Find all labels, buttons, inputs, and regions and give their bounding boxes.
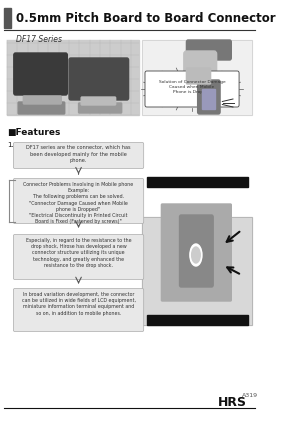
Text: 1.: 1. [7,142,14,148]
Text: ■Features: ■Features [7,128,60,137]
Text: 0.5mm Pitch Board to Board Connector: 0.5mm Pitch Board to Board Connector [16,12,275,25]
Text: Especially, in regard to the resistance to the
drop shock, Hirose has developed : Especially, in regard to the resistance … [26,238,131,268]
Bar [142,40,252,115]
FancyBboxPatch shape [184,51,217,75]
Text: Solution of Connector Damage
Caused when Mobile
Phone is Dropped: Solution of Connector Damage Caused when… [159,80,225,94]
FancyBboxPatch shape [14,178,144,224]
FancyBboxPatch shape [186,40,231,60]
FancyBboxPatch shape [14,289,144,332]
FancyBboxPatch shape [193,68,199,84]
Bar [142,217,252,325]
FancyBboxPatch shape [18,102,65,114]
FancyBboxPatch shape [14,53,67,95]
Bar [142,40,252,115]
Bar [202,89,215,109]
Bar [7,40,139,115]
Text: DF17 Series: DF17 Series [16,35,62,44]
Text: DF17 series are the connector, which has
been developed mainly for the mobile
ph: DF17 series are the connector, which has… [26,145,131,163]
FancyBboxPatch shape [205,68,211,84]
FancyBboxPatch shape [198,80,220,114]
FancyBboxPatch shape [179,215,213,287]
FancyBboxPatch shape [79,103,122,113]
FancyBboxPatch shape [161,204,231,301]
FancyBboxPatch shape [186,68,193,84]
FancyBboxPatch shape [69,58,129,100]
Ellipse shape [192,247,200,263]
FancyBboxPatch shape [14,142,144,168]
Text: HRS: HRS [218,396,248,409]
Text: Connector Problems Involving in Mobile phone
Example:
The following problems can: Connector Problems Involving in Mobile p… [23,182,134,224]
Bar [142,217,252,325]
FancyBboxPatch shape [145,71,239,107]
FancyBboxPatch shape [81,97,116,105]
FancyBboxPatch shape [14,235,144,280]
Ellipse shape [190,244,202,266]
Bar [147,315,248,325]
Text: A319: A319 [242,393,258,398]
FancyBboxPatch shape [23,96,61,104]
Bar [4,8,11,28]
FancyBboxPatch shape [199,68,205,84]
Bar [147,177,248,187]
Text: In broad variation development, the connector
can be utilized in wide fields of : In broad variation development, the conn… [22,292,136,316]
